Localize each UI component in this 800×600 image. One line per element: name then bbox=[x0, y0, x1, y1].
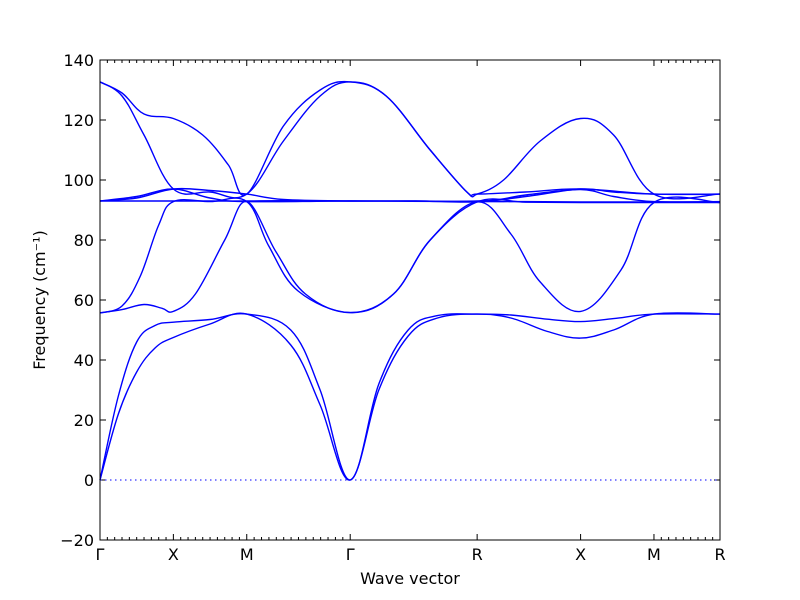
band-line-2 bbox=[99, 313, 721, 481]
y-tick-label: 0 bbox=[84, 471, 94, 490]
band-line-8 bbox=[99, 80, 721, 200]
y-tick-label: 40 bbox=[74, 351, 94, 370]
y-axis-label: Frequency (cm⁻¹) bbox=[30, 230, 49, 369]
x-tick-label: M bbox=[240, 545, 254, 564]
band-lines bbox=[99, 80, 721, 481]
x-tick-label: M bbox=[647, 545, 661, 564]
x-tick-label: R bbox=[714, 545, 725, 564]
y-tick-label: −20 bbox=[60, 531, 94, 550]
band-line-1 bbox=[99, 312, 721, 481]
x-tick-label: X bbox=[575, 545, 586, 564]
x-tick-label: Γ bbox=[346, 545, 355, 564]
plot-frame bbox=[99, 59, 721, 541]
y-tick-label: 140 bbox=[63, 51, 94, 70]
x-tick-label: Γ bbox=[96, 545, 105, 564]
band-line-3 bbox=[99, 196, 721, 314]
band-line-4 bbox=[99, 197, 720, 314]
x-tick-label: R bbox=[472, 545, 483, 564]
x-tick-label: X bbox=[168, 545, 179, 564]
y-tick-label: 60 bbox=[74, 291, 94, 310]
x-axis-label: Wave vector bbox=[360, 569, 460, 588]
y-tick-label: 20 bbox=[74, 411, 94, 430]
band-line-9 bbox=[99, 81, 721, 199]
y-tick-label: 120 bbox=[63, 111, 94, 130]
y-tick-label: 100 bbox=[63, 171, 94, 190]
y-axis-ticks: −20 0 20 40 60 80 100 120 140 bbox=[60, 51, 720, 550]
y-tick-label: 80 bbox=[74, 231, 94, 250]
